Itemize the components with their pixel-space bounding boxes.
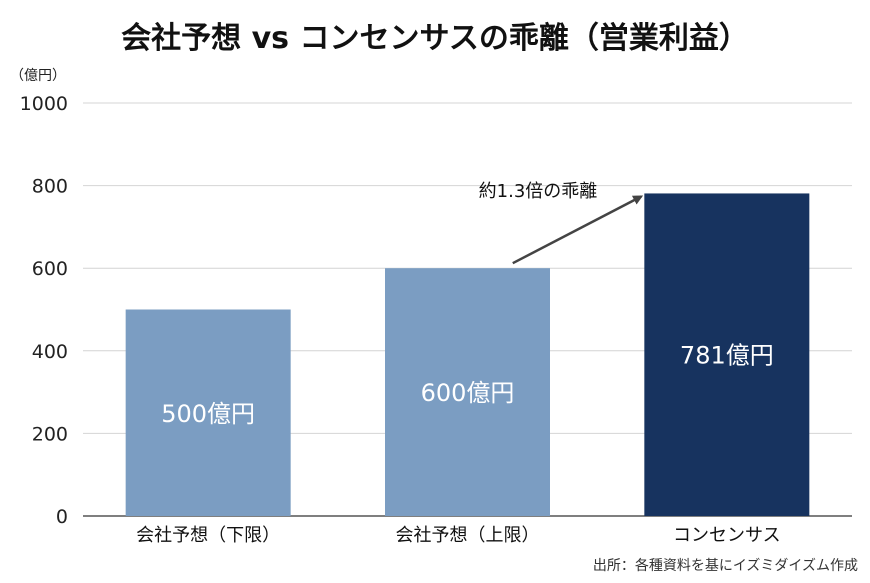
y-tick-label: 1000 [20, 93, 68, 115]
chart-title: 会社予想 vs コンセンサスの乖離（営業利益） [121, 21, 749, 56]
y-tick-label: 400 [32, 341, 68, 363]
x-tick-label: コンセンサス [673, 525, 781, 546]
annotation-text: 約1.3倍の乖離 [479, 181, 598, 202]
y-tick-label: 800 [32, 176, 68, 198]
annotation-arrow [512, 195, 644, 265]
bar [644, 193, 810, 516]
data-label: 781億円 [680, 342, 774, 370]
y-axis-unit: （億円） [10, 68, 66, 84]
y-tick-label: 200 [32, 423, 68, 445]
data-label: 600億円 [421, 379, 515, 407]
y-tick-label: 0 [56, 506, 68, 528]
x-tick-label: 会社予想（下限） [136, 525, 280, 546]
bar [125, 309, 291, 516]
data-label: 500億円 [161, 400, 255, 428]
source-note: 出所：各種資料を基にイズミダイズム作成 [593, 557, 858, 574]
bar [385, 268, 550, 516]
y-tick-label: 600 [32, 258, 68, 280]
x-tick-label: 会社予想（上限） [396, 525, 540, 546]
